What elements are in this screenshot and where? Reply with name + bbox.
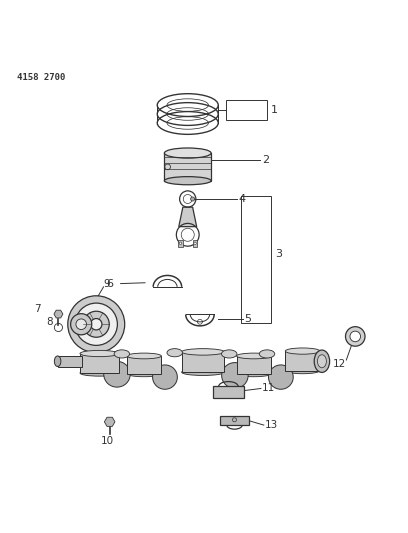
Ellipse shape [54,356,61,367]
Circle shape [68,296,125,353]
Text: 4158 2700: 4158 2700 [17,74,65,83]
Polygon shape [104,417,115,426]
Circle shape [71,313,92,335]
Bar [127,356,161,374]
Circle shape [179,242,182,245]
Ellipse shape [80,370,119,376]
Text: 1: 1 [271,105,278,115]
Ellipse shape [127,353,161,359]
Text: 12: 12 [333,359,346,369]
Circle shape [191,197,195,201]
Bar [58,356,82,367]
Bar [241,196,271,324]
Bar [285,351,320,370]
Ellipse shape [164,176,211,185]
Text: 11: 11 [262,383,275,393]
Ellipse shape [164,148,211,158]
Ellipse shape [182,369,224,375]
Circle shape [194,242,196,245]
Ellipse shape [222,350,237,358]
Circle shape [83,311,109,337]
Text: 4: 4 [239,194,246,204]
Ellipse shape [317,355,326,368]
Ellipse shape [268,365,293,389]
Bar [220,416,249,425]
Circle shape [91,319,102,330]
Text: 7: 7 [34,304,41,314]
Ellipse shape [114,350,130,358]
Text: 10: 10 [101,437,114,446]
Circle shape [75,303,118,345]
Ellipse shape [285,348,320,354]
Ellipse shape [127,371,161,377]
Text: 3: 3 [275,249,282,259]
Ellipse shape [237,353,271,359]
Polygon shape [54,310,63,318]
Circle shape [346,327,365,346]
Bar [193,240,197,247]
Ellipse shape [153,365,177,389]
Bar [237,356,271,374]
Ellipse shape [167,349,182,357]
Ellipse shape [182,349,224,355]
Ellipse shape [80,350,119,357]
Ellipse shape [259,350,275,358]
Text: 5: 5 [245,313,252,324]
Ellipse shape [285,367,320,374]
Polygon shape [179,207,197,227]
Ellipse shape [222,362,248,389]
Text: 8: 8 [47,317,53,327]
Text: 13: 13 [264,420,278,430]
Bar [213,386,244,398]
Bar [80,353,119,373]
Ellipse shape [104,361,130,387]
Circle shape [76,319,86,329]
Bar [182,352,224,372]
Ellipse shape [314,350,330,373]
Text: 9: 9 [104,279,110,288]
Bar [164,153,211,181]
Bar [178,240,183,247]
Ellipse shape [237,371,271,377]
Text: 2: 2 [262,155,269,165]
Circle shape [350,331,361,342]
Text: 6: 6 [106,279,113,288]
Bar [226,100,267,120]
